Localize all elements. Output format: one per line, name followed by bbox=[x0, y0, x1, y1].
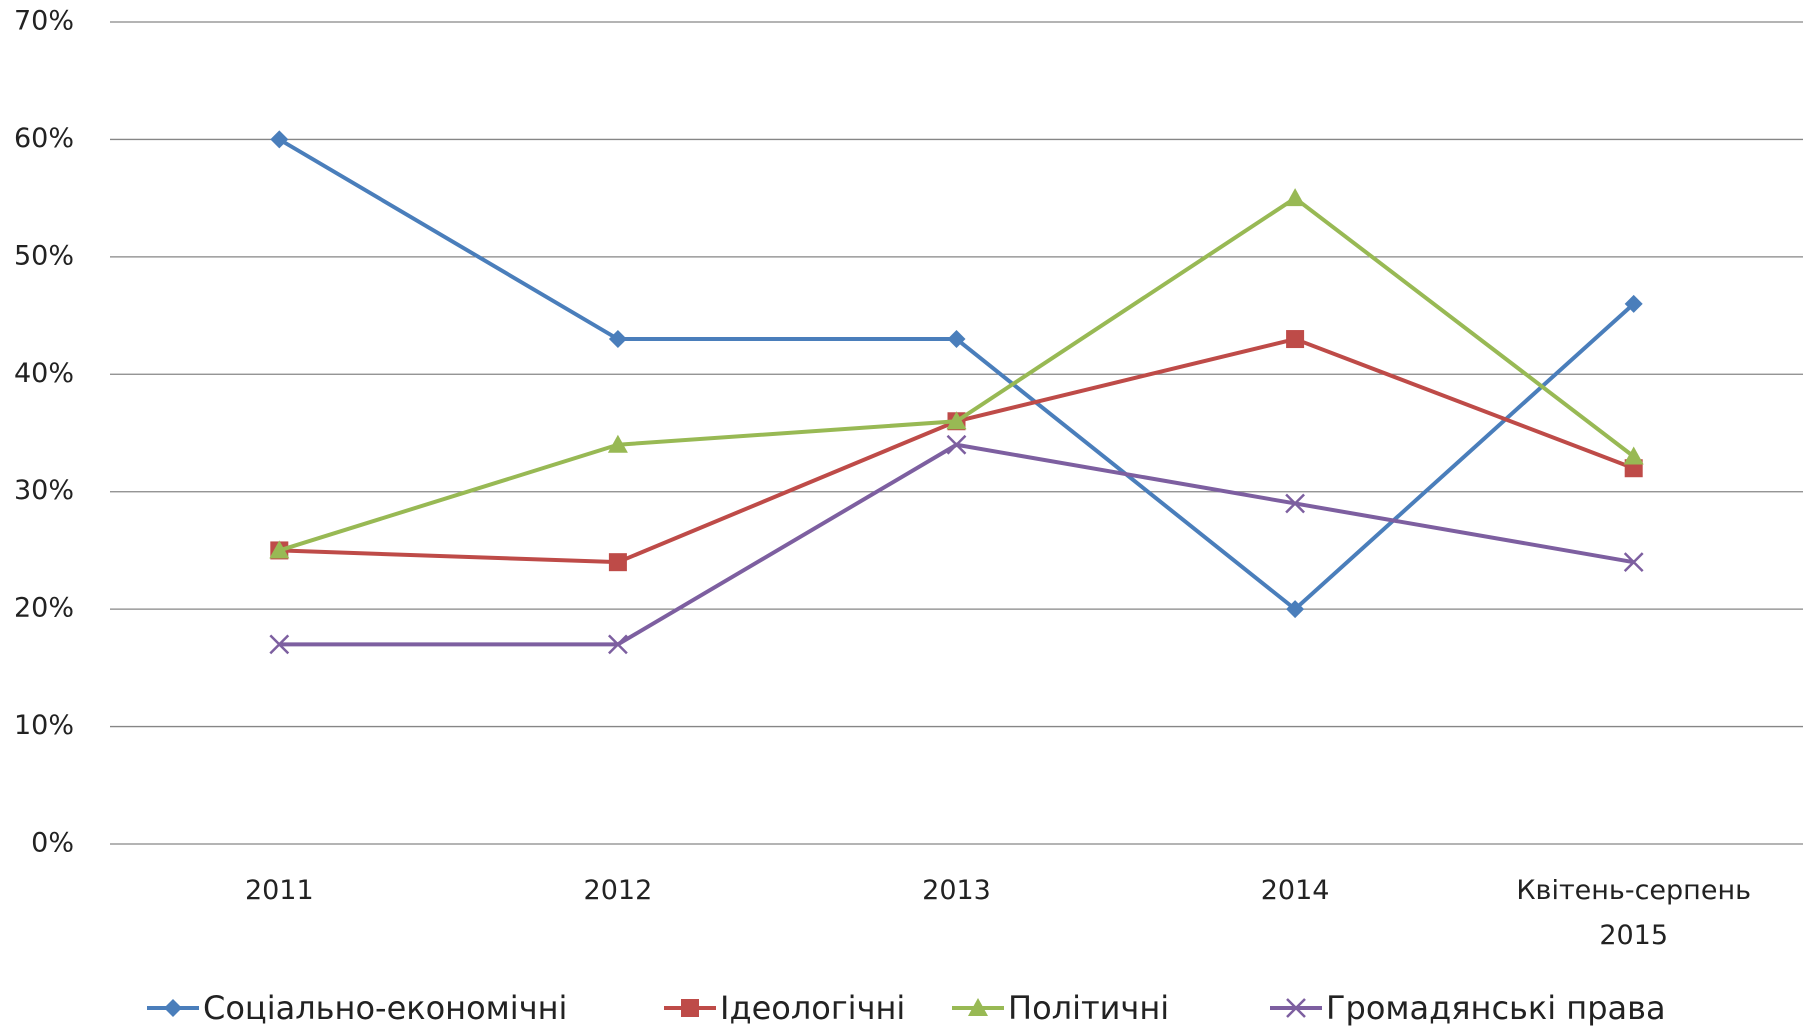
marker bbox=[608, 634, 628, 655]
y-tick-label: 60% bbox=[14, 123, 74, 154]
x-tick-label: 2014 bbox=[1260, 875, 1330, 906]
marker bbox=[1285, 493, 1305, 514]
y-tick-label: 50% bbox=[14, 240, 74, 271]
legend-label: Громадянські права bbox=[1326, 989, 1666, 1027]
legend-label: Політичні bbox=[1008, 989, 1169, 1027]
y-tick-label: 20% bbox=[14, 593, 74, 624]
y-tick-label: 40% bbox=[14, 358, 74, 389]
marker bbox=[608, 553, 627, 572]
marker bbox=[947, 330, 966, 349]
marker bbox=[1286, 600, 1305, 619]
legend-label: Соціально-економічні bbox=[203, 989, 567, 1027]
marker bbox=[269, 540, 290, 559]
series-line bbox=[279, 442, 1635, 647]
x-tick-label: 2013 bbox=[922, 875, 991, 906]
x-tick-label: 2012 bbox=[583, 875, 653, 906]
x-tick-label: Квітень-серпень 2015 bbox=[1516, 875, 1752, 951]
y-tick-label: 0% bbox=[31, 828, 74, 859]
y-tick-label: 30% bbox=[14, 475, 74, 506]
marker bbox=[1623, 552, 1644, 573]
marker bbox=[946, 434, 967, 455]
legend-label: Ідеологічні bbox=[720, 989, 905, 1027]
marker bbox=[968, 998, 988, 1016]
x-tick-label: 2011 bbox=[244, 875, 314, 906]
marker bbox=[1285, 188, 1306, 207]
marker bbox=[681, 999, 699, 1017]
marker bbox=[607, 434, 628, 453]
marker bbox=[946, 411, 967, 430]
marker bbox=[269, 634, 290, 655]
marker bbox=[1624, 294, 1643, 313]
marker bbox=[1286, 998, 1306, 1018]
marker bbox=[1286, 330, 1305, 349]
y-tick-label: 10% bbox=[14, 710, 74, 741]
marker bbox=[608, 330, 627, 349]
y-tick-label: 70% bbox=[14, 6, 74, 37]
marker bbox=[1623, 446, 1644, 465]
marker bbox=[164, 999, 182, 1017]
marker bbox=[270, 130, 289, 149]
